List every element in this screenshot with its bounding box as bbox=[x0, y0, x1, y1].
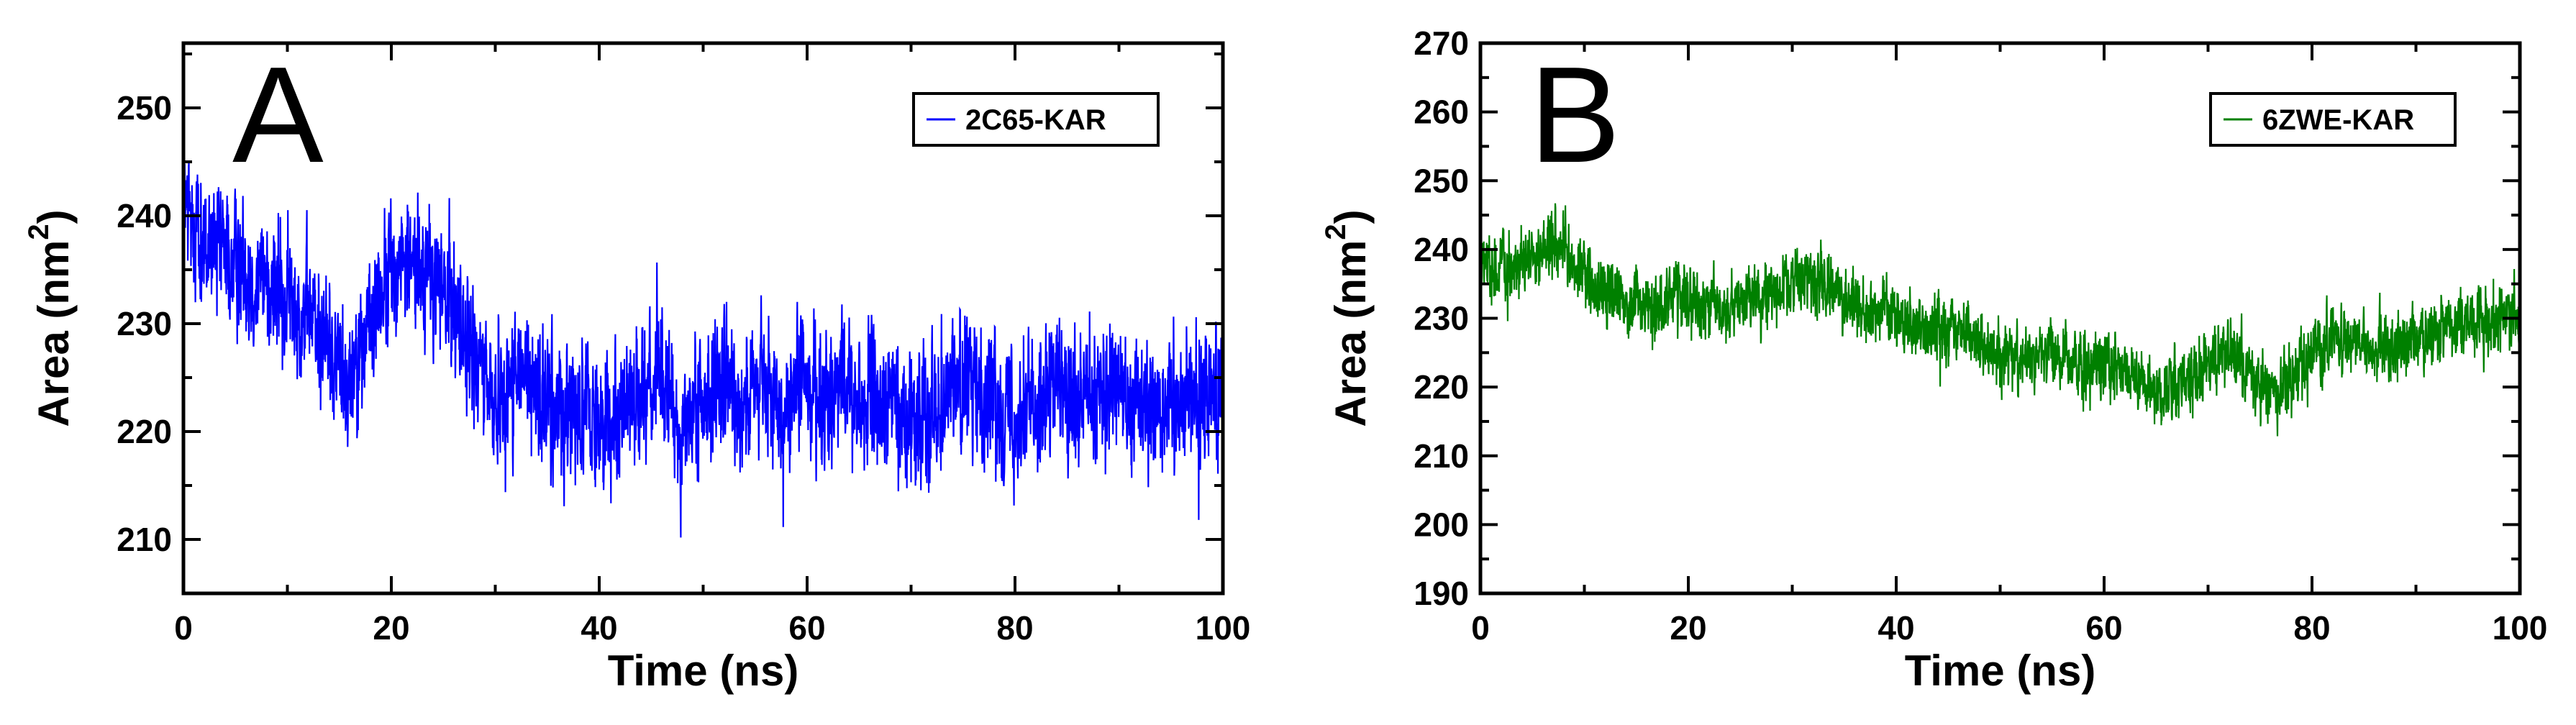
x-axis-title: Time (ns) bbox=[1905, 647, 2096, 695]
legend-label: 2C65-KAR bbox=[965, 104, 1106, 136]
x-tick-label: 20 bbox=[373, 609, 409, 647]
x-tick-label: 80 bbox=[2293, 609, 2330, 647]
panel-letter: B bbox=[1529, 39, 1621, 191]
legend-label: 6ZWE-KAR bbox=[2262, 104, 2414, 136]
y-axis-title-suffix: ) bbox=[1326, 209, 1375, 224]
y-tick-label: 240 bbox=[1414, 231, 1469, 268]
x-tick-label: 100 bbox=[2493, 609, 2548, 647]
y-tick-label: 240 bbox=[117, 197, 172, 234]
y-axis-title: Area (nm2) bbox=[1320, 209, 1375, 427]
x-tick-label: 40 bbox=[1878, 609, 1914, 647]
y-tick-label: 220 bbox=[1414, 368, 1469, 406]
x-tick-label: 60 bbox=[788, 609, 825, 647]
x-tick-label: 0 bbox=[174, 609, 193, 647]
x-tick-label: 40 bbox=[581, 609, 617, 647]
series-line-2c65-kar bbox=[183, 162, 1223, 538]
legend: 6ZWE-KAR bbox=[2209, 92, 2457, 147]
x-tick-label: 100 bbox=[1196, 609, 1251, 647]
y-tick-label: 230 bbox=[117, 305, 172, 342]
y-axis-title-superscript: 2 bbox=[23, 224, 55, 240]
y-tick-label: 270 bbox=[1414, 24, 1469, 62]
y-axis-title-superscript: 2 bbox=[1320, 224, 1352, 240]
panel-letter: A bbox=[232, 39, 324, 191]
y-axis-title-main: Area (nm bbox=[29, 240, 78, 427]
y-tick-label: 210 bbox=[1414, 437, 1469, 475]
chart-panel-a: 0 20 40 60 80 100 210 220 230 240 250 Time (ns) Area… bbox=[23, 39, 1250, 695]
y-tick-label: 200 bbox=[1414, 506, 1469, 543]
series-line-6zwe-kar bbox=[1480, 203, 2520, 437]
y-axis-title-suffix: ) bbox=[29, 209, 78, 224]
y-tick-label: 250 bbox=[117, 89, 172, 127]
y-tick-label: 220 bbox=[117, 413, 172, 450]
y-tick-label: 190 bbox=[1414, 575, 1469, 612]
x-tick-label: 60 bbox=[2085, 609, 2122, 647]
x-tick-label: 80 bbox=[996, 609, 1033, 647]
y-axis-title: Area (nm2) bbox=[23, 209, 78, 427]
y-axis-title-main: Area (nm bbox=[1326, 240, 1375, 427]
y-tick-label: 250 bbox=[1414, 162, 1469, 199]
y-tick-label: 230 bbox=[1414, 300, 1469, 337]
legend: 2C65-KAR bbox=[912, 92, 1160, 147]
x-axis-title: Time (ns) bbox=[608, 647, 799, 695]
y-tick-label: 210 bbox=[117, 521, 172, 558]
x-tick-label: 20 bbox=[1670, 609, 1706, 647]
x-tick-label: 0 bbox=[1471, 609, 1490, 647]
chart-panel-b: 0 20 40 60 80 100 190 200 210 220 230 240 250 260 270 T… bbox=[1320, 24, 2547, 695]
y-tick-label: 260 bbox=[1414, 94, 1469, 131]
